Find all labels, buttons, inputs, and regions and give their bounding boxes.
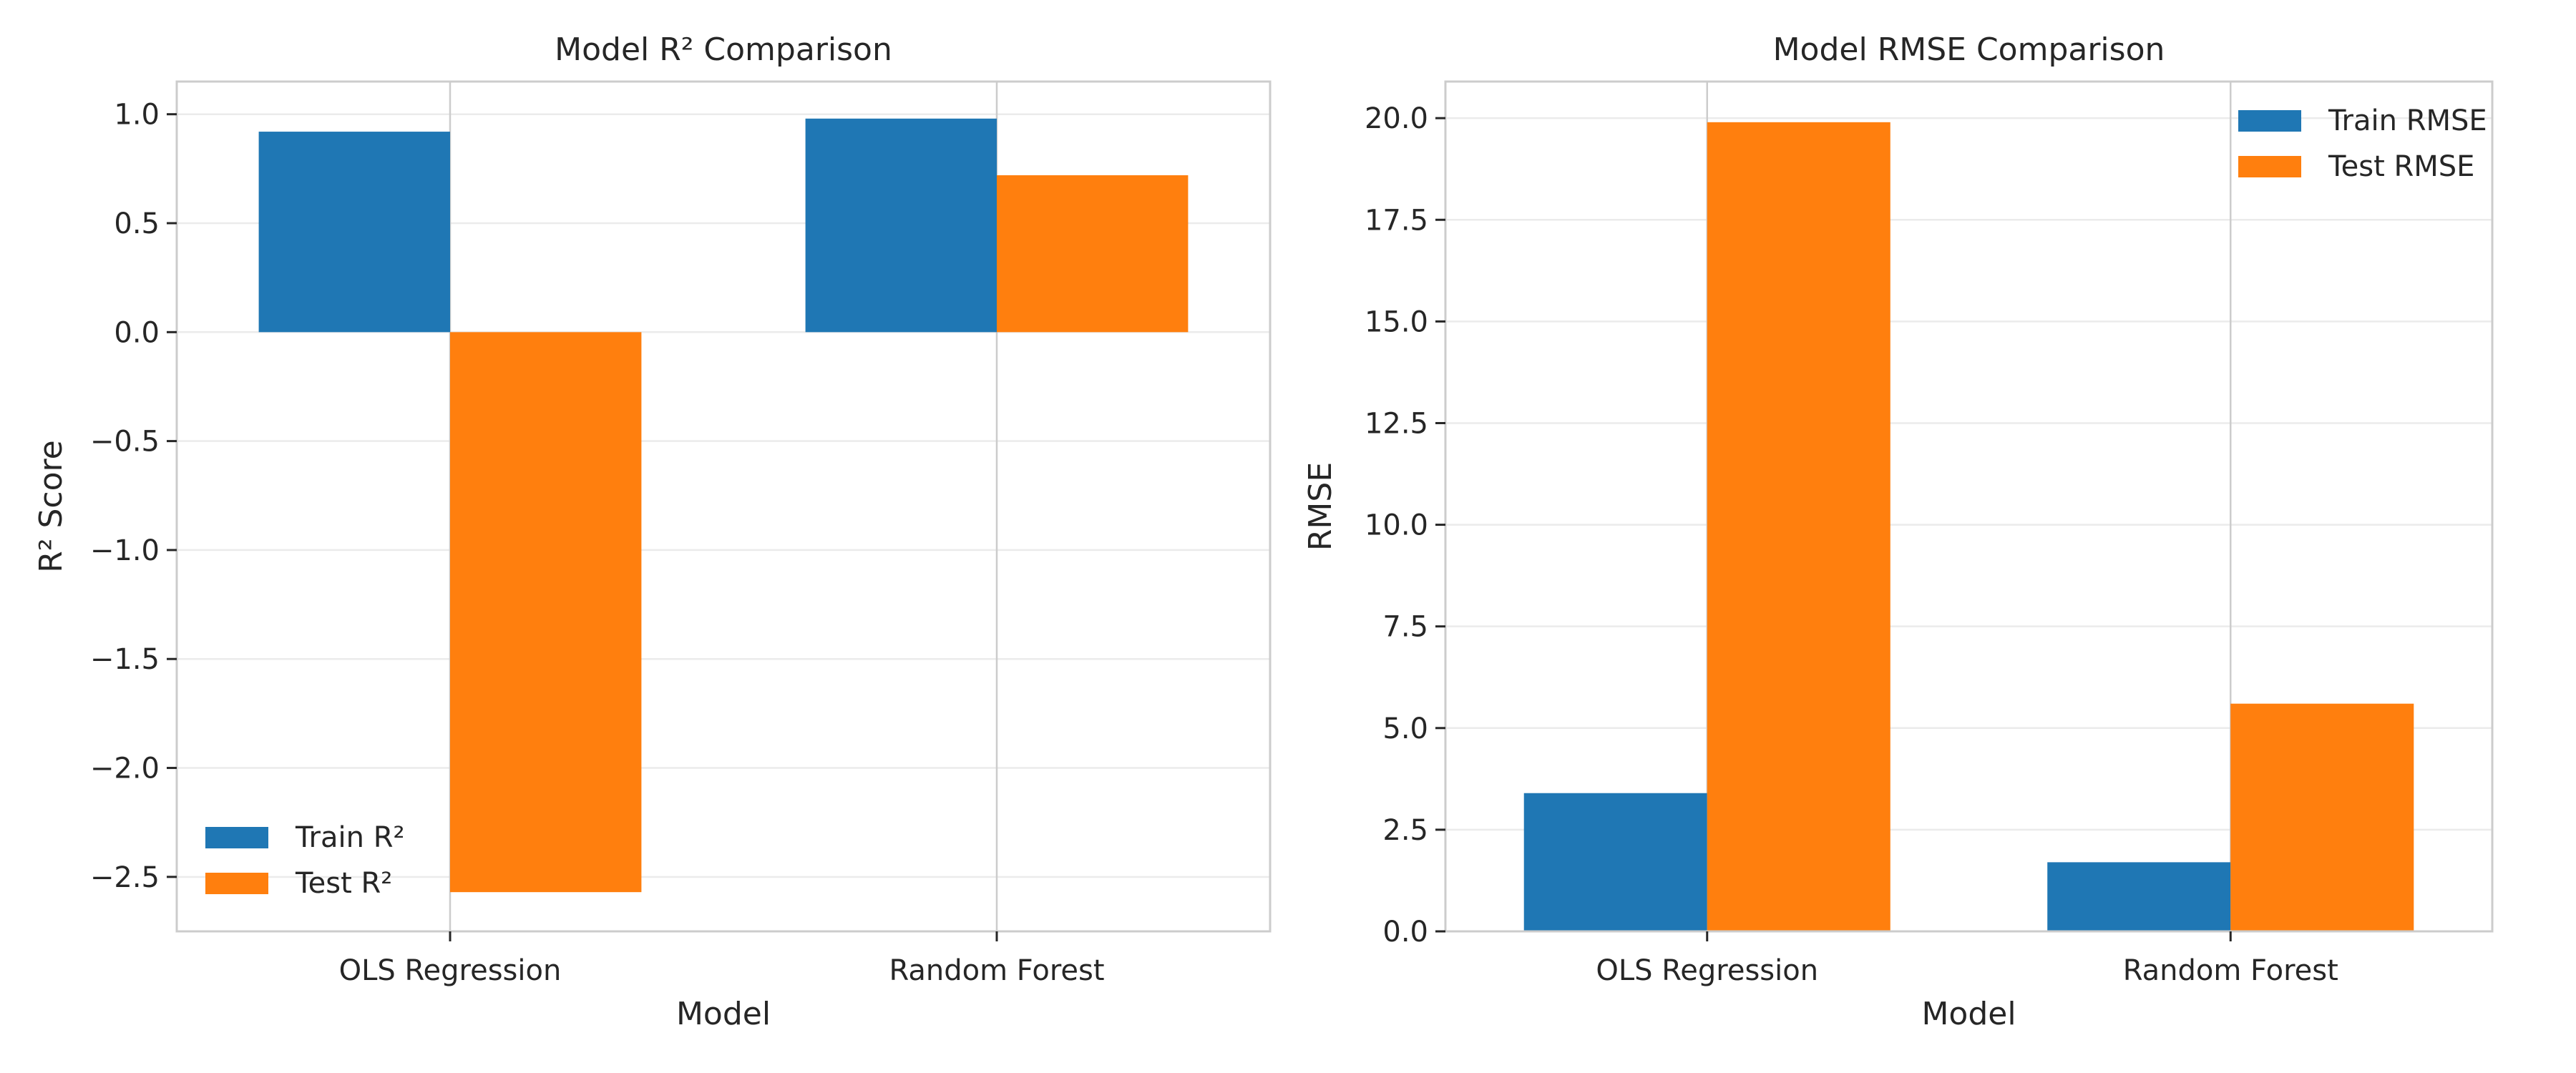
legend: Train R² Test R² <box>205 821 405 900</box>
y-tick-label: 0.0 <box>114 316 160 349</box>
y-tick-label: −1.0 <box>90 534 160 567</box>
chart-panel-1: 1.0 0.5 0.0 −0.5 −1.0 −1.5 −2.0 −2.5 OLS Regress… <box>33 31 1272 1032</box>
bar-test-0 <box>1707 122 1890 932</box>
y-axis-label: RMSE <box>1302 462 1339 551</box>
y-tick-label: 7.5 <box>1382 611 1428 644</box>
legend-swatch-train <box>2238 110 2301 132</box>
y-tick-label: 20.0 <box>1365 102 1428 135</box>
y-tick-label: 10.0 <box>1365 509 1428 542</box>
x-tick-label: Random Forest <box>2123 954 2338 987</box>
bar-train-1 <box>2047 862 2231 931</box>
chart-title: Model R² Comparison <box>555 31 892 68</box>
bar-test-0 <box>450 332 642 893</box>
x-axis-label: Model <box>676 996 771 1032</box>
bar-train-0 <box>1523 793 1707 931</box>
bar-test-1 <box>997 175 1189 333</box>
y-tick-label: 2.5 <box>1382 814 1428 847</box>
legend-label-train: Train R² <box>295 821 405 854</box>
y-tick-label: −0.5 <box>90 426 160 459</box>
legend: Train RMSE Test RMSE <box>2238 104 2487 183</box>
plot-frame <box>175 80 1272 933</box>
x-tick-label: OLS Regression <box>339 954 562 987</box>
legend-swatch-test <box>2238 156 2301 177</box>
bar-train-0 <box>258 132 450 333</box>
bar-test-1 <box>2230 703 2414 931</box>
y-tick-label: −1.5 <box>90 643 160 676</box>
y-tick-label: 0.0 <box>1382 916 1428 949</box>
x-tick-label: Random Forest <box>889 954 1104 987</box>
y-tick-label: −2.5 <box>90 861 160 894</box>
chart-panel-2: 0.0 2.5 5.0 7.5 10.0 12.5 15.0 17.5 20.0 OLS Regr… <box>1302 31 2494 1032</box>
x-axis-label: Model <box>1921 996 2016 1032</box>
y-tick-label: 15.0 <box>1365 305 1428 338</box>
legend-swatch-train <box>205 827 268 848</box>
y-tick-label: 1.0 <box>114 99 160 132</box>
legend-label-train: Train RMSE <box>2328 104 2487 137</box>
legend-label-test: Test RMSE <box>2328 150 2474 183</box>
bar-train-1 <box>805 118 997 333</box>
y-tick-label: 5.0 <box>1382 712 1428 745</box>
y-tick-label: 17.5 <box>1365 204 1428 237</box>
y-tick-label: 12.5 <box>1365 407 1428 440</box>
y-tick-label: 0.5 <box>114 207 160 240</box>
legend-swatch-test <box>205 873 268 894</box>
x-tick-label: OLS Regression <box>1596 954 1818 987</box>
chart-title: Model RMSE Comparison <box>1773 31 2165 68</box>
plot-frame <box>1444 80 2494 933</box>
legend-label-test: Test R² <box>295 867 392 900</box>
y-tick-label: −2.0 <box>90 753 160 785</box>
y-axis-label: R² Score <box>33 440 69 572</box>
